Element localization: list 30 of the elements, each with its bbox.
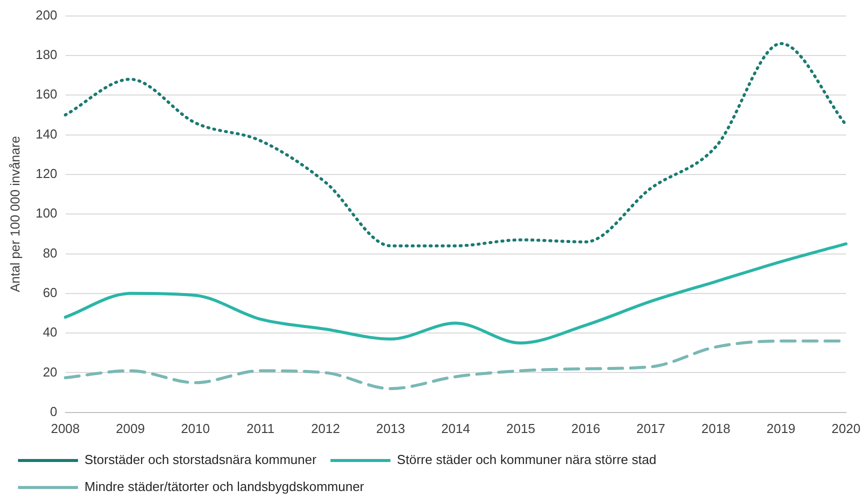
x-tick-label: 2018	[701, 420, 730, 436]
y-tick-label: 60	[42, 285, 58, 300]
y-tick-label: 100	[36, 206, 58, 221]
x-tick-label: 2012	[311, 420, 340, 436]
x-tick-label: 2010	[180, 420, 210, 436]
x-tick-label: 2020	[832, 420, 860, 436]
x-tick-label: 2009	[116, 420, 145, 436]
y-tick-label: 80	[42, 245, 58, 260]
y-tick-label: 180	[36, 47, 58, 62]
x-tick-label: 2017	[636, 420, 666, 436]
y-tick-label: 40	[42, 324, 58, 340]
y-tick-label: 200	[36, 7, 58, 22]
x-tick-label: 2014	[441, 420, 470, 436]
x-tick-label: 2019	[766, 420, 796, 436]
x-tick-label: 2008	[50, 420, 80, 436]
y-tick-label: 20	[42, 364, 58, 380]
y-tick-label: 160	[36, 86, 58, 102]
y-tick-label: 0	[50, 404, 58, 419]
y-tick-label: 140	[36, 126, 58, 142]
legend-label: Större städer och kommuner nära större stad	[396, 452, 656, 468]
x-tick-label: 2011	[246, 420, 274, 436]
legend-label: Mindre städer/tätorter och landsbygdskommuner	[84, 479, 365, 494]
y-axis-title: Antal per 100 000 invånare	[7, 136, 22, 292]
line-series	[64, 242, 848, 344]
y-tick-label: 120	[36, 166, 58, 182]
x-tick-label: 2016	[571, 420, 600, 436]
x-tick-label: 2013	[376, 420, 406, 436]
line-series	[64, 42, 848, 248]
legend-label: Storstäder och storstadsnära kommuner	[84, 452, 318, 468]
x-tick-label: 2015	[506, 420, 536, 436]
